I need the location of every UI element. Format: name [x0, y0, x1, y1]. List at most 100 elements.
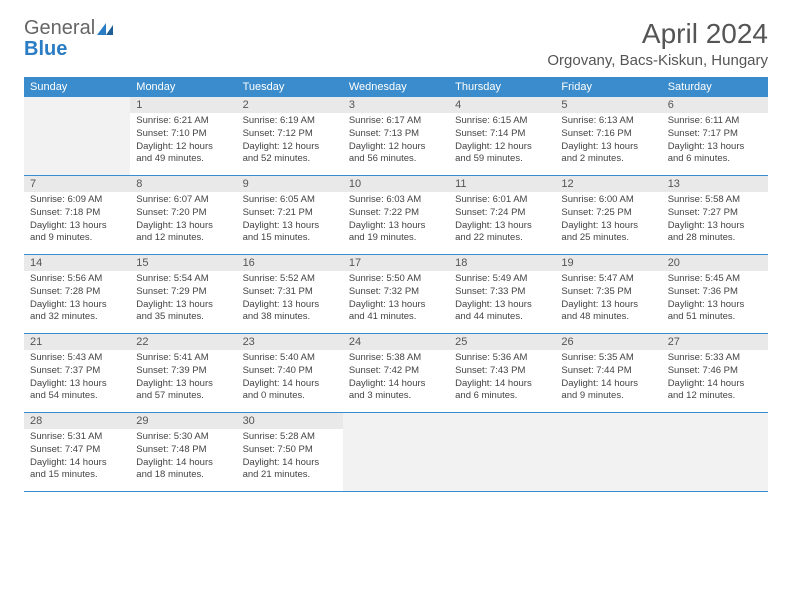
- day-cell: 1Sunrise: 6:21 AMSunset: 7:10 PMDaylight…: [130, 97, 236, 175]
- weekday-header: Thursday: [449, 77, 555, 97]
- day-cell: 10Sunrise: 6:03 AMSunset: 7:22 PMDayligh…: [343, 176, 449, 254]
- sunrise-text: Sunrise: 5:36 AM: [455, 352, 549, 365]
- daylight-text: Daylight: 13 hours: [243, 299, 337, 312]
- day-number: [24, 97, 130, 113]
- day-number: 18: [449, 255, 555, 271]
- brand-text-blue: Blue: [24, 38, 67, 60]
- day-cell: 21Sunrise: 5:43 AMSunset: 7:37 PMDayligh…: [24, 334, 130, 412]
- daylight-text: and 21 minutes.: [243, 469, 337, 482]
- day-number: 26: [555, 334, 661, 350]
- sunrise-text: Sunrise: 5:56 AM: [30, 273, 124, 286]
- sunset-text: Sunset: 7:27 PM: [668, 207, 762, 220]
- day-cell: 3Sunrise: 6:17 AMSunset: 7:13 PMDaylight…: [343, 97, 449, 175]
- daylight-text: and 38 minutes.: [243, 311, 337, 324]
- day-number: 21: [24, 334, 130, 350]
- day-number: 10: [343, 176, 449, 192]
- day-cell: 17Sunrise: 5:50 AMSunset: 7:32 PMDayligh…: [343, 255, 449, 333]
- day-number: 16: [237, 255, 343, 271]
- daylight-text: and 51 minutes.: [668, 311, 762, 324]
- day-number: 19: [555, 255, 661, 271]
- sunrise-text: Sunrise: 6:15 AM: [455, 115, 549, 128]
- daylight-text: and 59 minutes.: [455, 153, 549, 166]
- sunrise-text: Sunrise: 6:01 AM: [455, 194, 549, 207]
- daylight-text: and 41 minutes.: [349, 311, 443, 324]
- daylight-text: Daylight: 13 hours: [136, 220, 230, 233]
- sunrise-text: Sunrise: 6:19 AM: [243, 115, 337, 128]
- daylight-text: Daylight: 14 hours: [561, 378, 655, 391]
- daylight-text: Daylight: 14 hours: [136, 457, 230, 470]
- weeks-container: 1Sunrise: 6:21 AMSunset: 7:10 PMDaylight…: [24, 97, 768, 492]
- day-number: 7: [24, 176, 130, 192]
- sunset-text: Sunset: 7:50 PM: [243, 444, 337, 457]
- day-number: 25: [449, 334, 555, 350]
- sunset-text: Sunset: 7:48 PM: [136, 444, 230, 457]
- daylight-text: Daylight: 14 hours: [455, 378, 549, 391]
- daylight-text: Daylight: 13 hours: [668, 299, 762, 312]
- day-cell: 29Sunrise: 5:30 AMSunset: 7:48 PMDayligh…: [130, 413, 236, 491]
- brand-mark-icon: [97, 19, 115, 39]
- sunrise-text: Sunrise: 5:28 AM: [243, 431, 337, 444]
- sunset-text: Sunset: 7:22 PM: [349, 207, 443, 220]
- week-row: 1Sunrise: 6:21 AMSunset: 7:10 PMDaylight…: [24, 97, 768, 176]
- day-number: 30: [237, 413, 343, 429]
- daylight-text: Daylight: 13 hours: [136, 299, 230, 312]
- daylight-text: and 22 minutes.: [455, 232, 549, 245]
- daylight-text: and 2 minutes.: [561, 153, 655, 166]
- sunset-text: Sunset: 7:12 PM: [243, 128, 337, 141]
- daylight-text: Daylight: 12 hours: [136, 141, 230, 154]
- day-cell: 20Sunrise: 5:45 AMSunset: 7:36 PMDayligh…: [662, 255, 768, 333]
- sunset-text: Sunset: 7:31 PM: [243, 286, 337, 299]
- day-number: 27: [662, 334, 768, 350]
- sunrise-text: Sunrise: 5:41 AM: [136, 352, 230, 365]
- sunrise-text: Sunrise: 6:05 AM: [243, 194, 337, 207]
- sunset-text: Sunset: 7:28 PM: [30, 286, 124, 299]
- sunset-text: Sunset: 7:40 PM: [243, 365, 337, 378]
- weekday-header: Wednesday: [343, 77, 449, 97]
- day-cell: 22Sunrise: 5:41 AMSunset: 7:39 PMDayligh…: [130, 334, 236, 412]
- daylight-text: Daylight: 13 hours: [243, 220, 337, 233]
- sunset-text: Sunset: 7:17 PM: [668, 128, 762, 141]
- sunset-text: Sunset: 7:24 PM: [455, 207, 549, 220]
- daylight-text: and 6 minutes.: [668, 153, 762, 166]
- weekday-header: Saturday: [662, 77, 768, 97]
- daylight-text: and 0 minutes.: [243, 390, 337, 403]
- day-cell: 25 Sunrise: 5:36 AMSunset: 7:43 PMDayligh…: [449, 334, 555, 412]
- daylight-text: Daylight: 12 hours: [243, 141, 337, 154]
- calendar: Sunday Monday Tuesday Wednesday Thursday…: [24, 77, 768, 492]
- sunset-text: Sunset: 7:32 PM: [349, 286, 443, 299]
- daylight-text: and 57 minutes.: [136, 390, 230, 403]
- daylight-text: and 44 minutes.: [455, 311, 549, 324]
- sunset-text: Sunset: 7:42 PM: [349, 365, 443, 378]
- daylight-text: Daylight: 13 hours: [349, 299, 443, 312]
- daylight-text: and 52 minutes.: [243, 153, 337, 166]
- sunset-text: Sunset: 7:43 PM: [455, 365, 549, 378]
- day-cell: 7Sunrise: 6:09 AMSunset: 7:18 PMDaylight…: [24, 176, 130, 254]
- day-number: 29: [130, 413, 236, 429]
- day-number: [662, 413, 768, 429]
- weekday-header: Monday: [130, 77, 236, 97]
- month-title: April 2024: [547, 18, 768, 50]
- sunrise-text: Sunrise: 5:35 AM: [561, 352, 655, 365]
- day-number: 1: [130, 97, 236, 113]
- daylight-text: and 9 minutes.: [30, 232, 124, 245]
- day-cell: [449, 413, 555, 491]
- daylight-text: Daylight: 13 hours: [455, 220, 549, 233]
- weekday-header: Friday: [555, 77, 661, 97]
- sunrise-text: Sunrise: 5:33 AM: [668, 352, 762, 365]
- sunset-text: Sunset: 7:33 PM: [455, 286, 549, 299]
- sunset-text: Sunset: 7:29 PM: [136, 286, 230, 299]
- day-cell: [24, 97, 130, 175]
- sunset-text: Sunset: 7:13 PM: [349, 128, 443, 141]
- daylight-text: and 12 minutes.: [668, 390, 762, 403]
- daylight-text: Daylight: 13 hours: [668, 220, 762, 233]
- sunrise-text: Sunrise: 5:43 AM: [30, 352, 124, 365]
- daylight-text: and 56 minutes.: [349, 153, 443, 166]
- day-cell: 11Sunrise: 6:01 AMSunset: 7:24 PMDayligh…: [449, 176, 555, 254]
- day-cell: 15Sunrise: 5:54 AMSunset: 7:29 PMDayligh…: [130, 255, 236, 333]
- daylight-text: Daylight: 14 hours: [349, 378, 443, 391]
- day-cell: [343, 413, 449, 491]
- sunrise-text: Sunrise: 5:40 AM: [243, 352, 337, 365]
- day-cell: 14Sunrise: 5:56 AMSunset: 7:28 PMDayligh…: [24, 255, 130, 333]
- daylight-text: Daylight: 13 hours: [561, 299, 655, 312]
- sunrise-text: Sunrise: 5:49 AM: [455, 273, 549, 286]
